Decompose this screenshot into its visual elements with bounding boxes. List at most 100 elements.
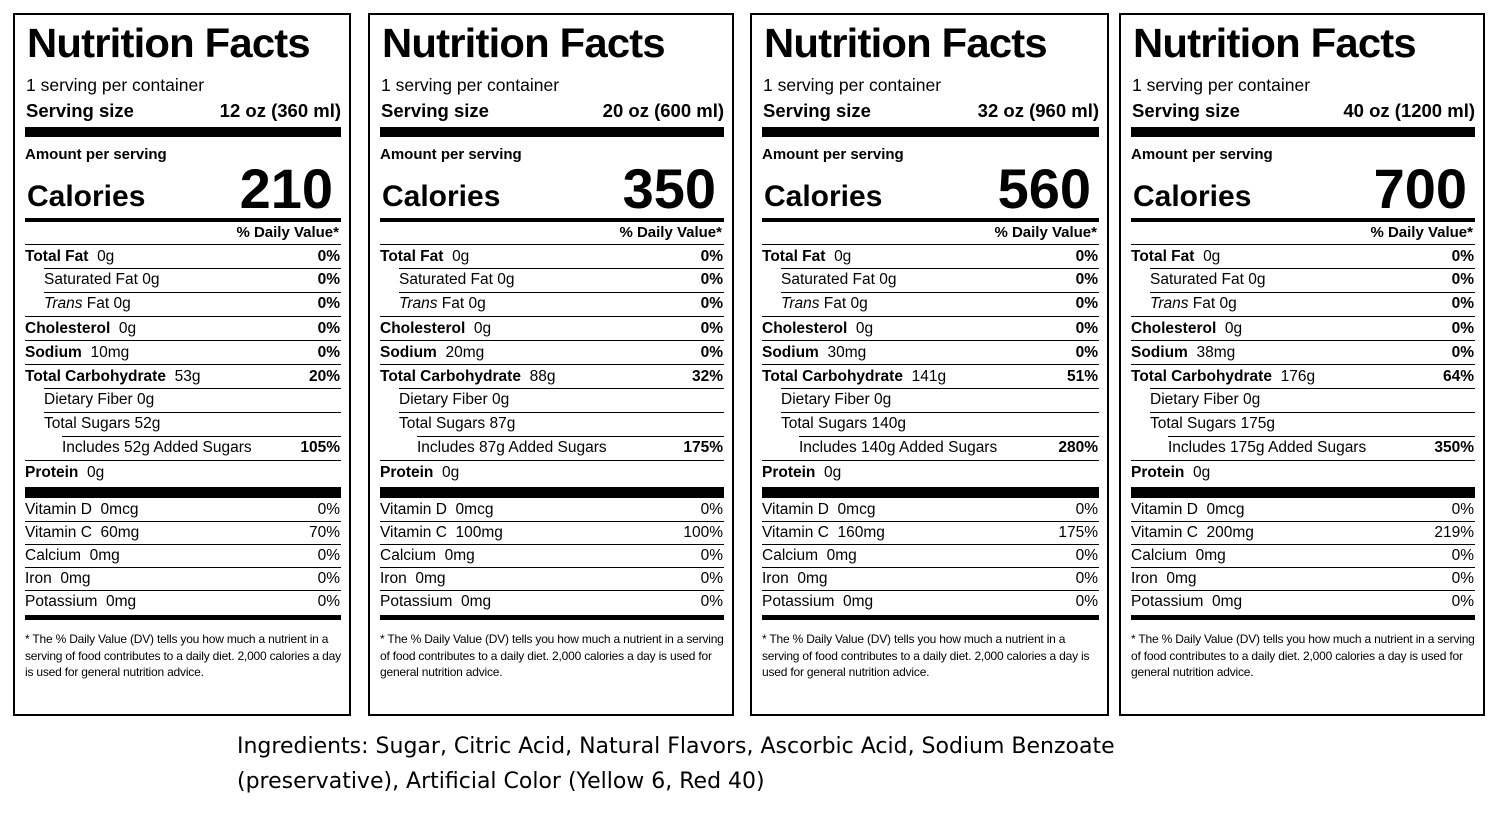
added-sugars-dv: 175% bbox=[683, 439, 723, 456]
total-sugars-row: Total Sugars 140g bbox=[762, 412, 1099, 436]
thick-divider bbox=[1131, 127, 1475, 137]
iron-row: Iron 0mg 0% bbox=[380, 567, 724, 590]
cholesterol-dv: 0% bbox=[1451, 319, 1474, 337]
cholesterol-amount: 0g bbox=[473, 319, 492, 337]
cholesterol-row: Cholesterol 0g 0% bbox=[25, 316, 341, 340]
sodium-row: Sodium 30mg 0% bbox=[762, 340, 1099, 364]
amount-per-serving: Amount per serving bbox=[762, 146, 904, 163]
calories-row: Calories 210 bbox=[25, 161, 341, 217]
saturated-fat-label: Saturated Fat bbox=[44, 271, 138, 288]
vitamin-d-row: Vitamin D 0mcg 0% bbox=[25, 498, 341, 521]
servings-per-container: 1 serving per container bbox=[1132, 75, 1311, 95]
total-fat-amount: 0g bbox=[452, 247, 470, 265]
vitamin-c-row: Vitamin C 100mg 100% bbox=[380, 521, 724, 544]
potassium-dv: 0% bbox=[1075, 593, 1098, 610]
potassium-amount: 0mg bbox=[1212, 593, 1243, 610]
total-carbohydrate-row: Total Carbohydrate 53g 20% bbox=[25, 364, 341, 388]
protein-row: Protein 0g bbox=[1131, 460, 1475, 484]
vitamin-d-label: Vitamin D bbox=[380, 500, 447, 518]
daily-value-header: % Daily Value* bbox=[236, 224, 339, 241]
cholesterol-dv: 0% bbox=[700, 319, 723, 337]
protein-amount: 0g bbox=[1193, 463, 1211, 481]
total-fat-amount: 0g bbox=[834, 247, 852, 265]
saturated-fat-dv: 0% bbox=[1075, 271, 1098, 288]
vitamin-d-label: Vitamin D bbox=[25, 500, 92, 518]
servings-per-container: 1 serving per container bbox=[763, 75, 942, 95]
iron-label: Iron bbox=[762, 570, 789, 587]
total-carbohydrate-label: Total Carbohydrate bbox=[380, 367, 521, 385]
protein-row: Protein 0g bbox=[380, 460, 724, 484]
cholesterol-row: Cholesterol 0g 0% bbox=[1131, 316, 1475, 340]
calories-row: Calories 700 bbox=[1131, 161, 1475, 217]
vitamin-c-row: Vitamin C 200mg 219% bbox=[1131, 521, 1475, 544]
vitamin-c-row: Vitamin C 160mg 175% bbox=[762, 521, 1099, 544]
sodium-label: Sodium bbox=[380, 343, 437, 361]
total-sugars-amount: 140g bbox=[871, 415, 906, 432]
dietary-fiber-label: Dietary Fiber bbox=[399, 391, 488, 408]
total-fat-amount: 0g bbox=[97, 247, 115, 265]
vitamin-c-amount: 160mg bbox=[837, 524, 885, 541]
sodium-row: Sodium 10mg 0% bbox=[25, 340, 341, 364]
vitamin-d-row: Vitamin D 0mcg 0% bbox=[1131, 498, 1475, 521]
trans-fat-row: Trans Fat 0g 0% bbox=[380, 292, 724, 316]
vitamin-c-amount: 100mg bbox=[455, 524, 503, 541]
iron-dv: 0% bbox=[1075, 570, 1098, 587]
panel-title: Nutrition Facts bbox=[1133, 20, 1417, 66]
vitamin-d-amount: 0mcg bbox=[100, 500, 139, 518]
vitamin-c-dv: 70% bbox=[308, 524, 340, 541]
vitamin-c-label: Vitamin C bbox=[1131, 524, 1198, 541]
potassium-dv: 0% bbox=[317, 593, 340, 610]
total-carbohydrate-amount: 176g bbox=[1280, 367, 1316, 385]
medium-divider bbox=[25, 218, 341, 222]
medium-divider bbox=[1131, 218, 1475, 222]
nutrition-facts-panel-32oz: Nutrition Facts 1 serving per container … bbox=[750, 13, 1109, 716]
total-fat-row: Total Fat 0g 0% bbox=[380, 244, 724, 268]
dietary-fiber-row: Dietary Fiber 0g bbox=[25, 388, 341, 412]
calcium-row: Calcium 0mg 0% bbox=[1131, 544, 1475, 567]
iron-row: Iron 0mg 0% bbox=[25, 567, 341, 590]
saturated-fat-label: Saturated Fat bbox=[399, 271, 493, 288]
added-sugars-dv: 105% bbox=[300, 439, 340, 456]
serving-size-row: Serving size 20 oz (600 ml) bbox=[381, 99, 724, 122]
calories-value: 350 bbox=[622, 157, 716, 220]
total-sugars-amount: 175g bbox=[1240, 415, 1275, 432]
total-carbohydrate-amount: 141g bbox=[911, 367, 947, 385]
serving-size-label: Serving size bbox=[26, 100, 134, 121]
added-sugars-amount: 140g bbox=[861, 439, 896, 456]
calories-label: Calories bbox=[764, 180, 883, 213]
trans-fat-amount: 0g bbox=[113, 295, 131, 312]
iron-amount: 0mg bbox=[415, 570, 446, 587]
vitamin-c-label: Vitamin C bbox=[25, 524, 92, 541]
medium-divider bbox=[762, 218, 1099, 222]
vitamins-divider bbox=[380, 487, 724, 498]
total-fat-dv: 0% bbox=[317, 247, 340, 265]
total-fat-row: Total Fat 0g 0% bbox=[1131, 244, 1475, 268]
cholesterol-label: Cholesterol bbox=[380, 319, 466, 337]
trans-fat-dv: 0% bbox=[317, 295, 340, 312]
calcium-label: Calcium bbox=[1131, 547, 1187, 564]
total-carbohydrate-dv: 51% bbox=[1066, 367, 1098, 385]
serving-size-row: Serving size 40 oz (1200 ml) bbox=[1132, 99, 1475, 122]
vitamin-c-dv: 219% bbox=[1434, 524, 1474, 541]
vitamin-d-dv: 0% bbox=[317, 500, 340, 518]
footnote-divider bbox=[762, 615, 1099, 620]
vitamin-c-amount: 200mg bbox=[1206, 524, 1254, 541]
ingredients-text: Ingredients: Sugar, Citric Acid, Natural… bbox=[237, 734, 1115, 794]
thick-divider bbox=[25, 127, 341, 137]
vitamin-d-row: Vitamin D 0mcg 0% bbox=[762, 498, 1099, 521]
calcium-dv: 0% bbox=[1075, 547, 1098, 564]
serving-size-label: Serving size bbox=[1132, 100, 1240, 121]
added-sugars-label: Added Sugars bbox=[1267, 439, 1367, 456]
total-sugars-label: Total Sugars bbox=[44, 415, 131, 432]
total-carbohydrate-label: Total Carbohydrate bbox=[25, 367, 166, 385]
amount-per-serving: Amount per serving bbox=[25, 146, 167, 163]
sodium-dv: 0% bbox=[1075, 343, 1098, 361]
serving-size-row: Serving size 12 oz (360 ml) bbox=[26, 99, 341, 122]
vitamin-d-amount: 0mcg bbox=[1206, 500, 1245, 518]
iron-dv: 0% bbox=[700, 570, 723, 587]
iron-amount: 0mg bbox=[60, 570, 91, 587]
calcium-dv: 0% bbox=[317, 547, 340, 564]
trans-fat-dv: 0% bbox=[1451, 295, 1474, 312]
trans-fat-suffix: Fat bbox=[86, 295, 110, 312]
added-sugars-label: Added Sugars bbox=[508, 439, 607, 456]
